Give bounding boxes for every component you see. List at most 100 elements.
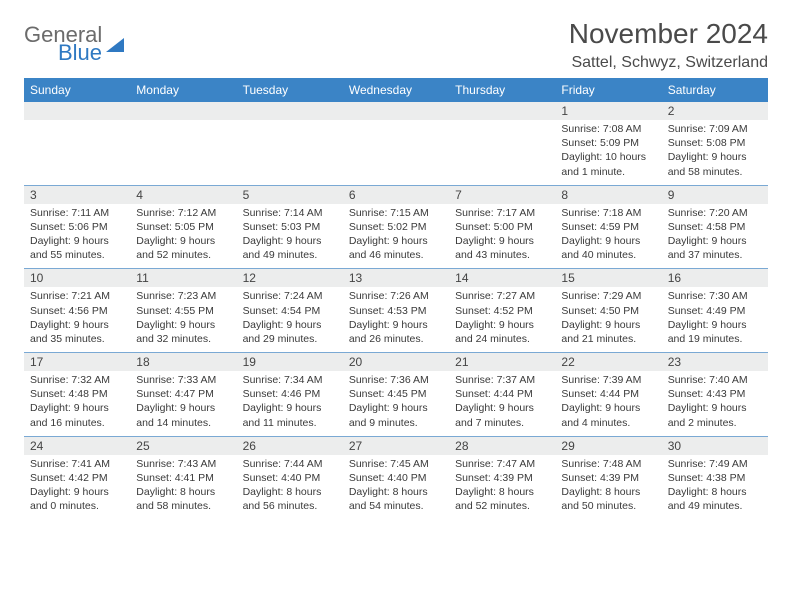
week-block: 3456789Sunrise: 7:11 AMSunset: 5:06 PMDa… bbox=[24, 185, 768, 269]
day-number: 13 bbox=[343, 269, 449, 287]
day-detail-line: Sunrise: 7:17 AM bbox=[455, 206, 549, 220]
day-detail-line: Sunset: 4:41 PM bbox=[136, 471, 230, 485]
day-detail-line: Sunrise: 7:43 AM bbox=[136, 457, 230, 471]
day-detail-line: and 55 minutes. bbox=[30, 248, 124, 262]
day-detail-line: and 1 minute. bbox=[561, 165, 655, 179]
day-number: 16 bbox=[662, 269, 768, 287]
day-detail-line: Sunset: 4:46 PM bbox=[243, 387, 337, 401]
day-detail-line: Daylight: 9 hours bbox=[561, 401, 655, 415]
day-detail-line: Sunrise: 7:14 AM bbox=[243, 206, 337, 220]
day-detail-line: Daylight: 9 hours bbox=[243, 401, 337, 415]
location-label: Sattel, Schwyz, Switzerland bbox=[569, 54, 768, 72]
day-detail-line: Sunset: 4:50 PM bbox=[561, 304, 655, 318]
day-detail-line: Daylight: 9 hours bbox=[30, 318, 124, 332]
day-number: 8 bbox=[555, 186, 661, 204]
day-detail-line: Sunrise: 7:44 AM bbox=[243, 457, 337, 471]
day-number: 23 bbox=[662, 353, 768, 371]
day-detail-line: Daylight: 9 hours bbox=[455, 318, 549, 332]
day-number: 27 bbox=[343, 437, 449, 455]
day-cell: Sunrise: 7:15 AMSunset: 5:02 PMDaylight:… bbox=[343, 204, 449, 269]
day-cell: Sunrise: 7:39 AMSunset: 4:44 PMDaylight:… bbox=[555, 371, 661, 436]
day-detail-line: Daylight: 9 hours bbox=[668, 234, 762, 248]
day-detail-line: Daylight: 8 hours bbox=[136, 485, 230, 499]
day-detail-line: Sunrise: 7:39 AM bbox=[561, 373, 655, 387]
day-detail-line: Sunset: 4:43 PM bbox=[668, 387, 762, 401]
day-detail-line: and 9 minutes. bbox=[349, 416, 443, 430]
title-block: November 2024 Sattel, Schwyz, Switzerlan… bbox=[569, 18, 768, 72]
weeks-container: 12Sunrise: 7:08 AMSunset: 5:09 PMDayligh… bbox=[24, 102, 768, 519]
day-cell: Sunrise: 7:32 AMSunset: 4:48 PMDaylight:… bbox=[24, 371, 130, 436]
day-detail-line: Daylight: 9 hours bbox=[349, 318, 443, 332]
week-row: Sunrise: 7:32 AMSunset: 4:48 PMDaylight:… bbox=[24, 371, 768, 436]
day-detail-line: and 49 minutes. bbox=[243, 248, 337, 262]
day-detail-line: Daylight: 9 hours bbox=[30, 234, 124, 248]
day-detail-line: Daylight: 9 hours bbox=[455, 401, 549, 415]
day-detail-line: Sunrise: 7:09 AM bbox=[668, 122, 762, 136]
weekday-header: Wednesday bbox=[343, 79, 449, 102]
day-cell: Sunrise: 7:33 AMSunset: 4:47 PMDaylight:… bbox=[130, 371, 236, 436]
day-detail-line: Sunrise: 7:29 AM bbox=[561, 289, 655, 303]
day-detail-line: Sunset: 4:55 PM bbox=[136, 304, 230, 318]
day-number: 17 bbox=[24, 353, 130, 371]
day-detail-line: Sunrise: 7:49 AM bbox=[668, 457, 762, 471]
day-detail-line: Daylight: 9 hours bbox=[561, 318, 655, 332]
day-detail-line: Sunrise: 7:24 AM bbox=[243, 289, 337, 303]
day-detail-line: Daylight: 9 hours bbox=[30, 485, 124, 499]
day-detail-line: Sunrise: 7:47 AM bbox=[455, 457, 549, 471]
weekday-header: Friday bbox=[555, 79, 661, 102]
day-number: 19 bbox=[237, 353, 343, 371]
day-cell bbox=[449, 120, 555, 185]
day-number: 6 bbox=[343, 186, 449, 204]
day-cell bbox=[130, 120, 236, 185]
day-cell: Sunrise: 7:34 AMSunset: 4:46 PMDaylight:… bbox=[237, 371, 343, 436]
day-cell: Sunrise: 7:14 AMSunset: 5:03 PMDaylight:… bbox=[237, 204, 343, 269]
day-cell: Sunrise: 7:24 AMSunset: 4:54 PMDaylight:… bbox=[237, 287, 343, 352]
day-number bbox=[24, 102, 130, 120]
page: General Blue November 2024 Sattel, Schwy… bbox=[0, 0, 792, 539]
day-detail-line: Sunset: 4:44 PM bbox=[455, 387, 549, 401]
day-detail-line: Sunrise: 7:11 AM bbox=[30, 206, 124, 220]
day-detail-line: and 21 minutes. bbox=[561, 332, 655, 346]
day-detail-line: Sunrise: 7:27 AM bbox=[455, 289, 549, 303]
day-detail-line: and 7 minutes. bbox=[455, 416, 549, 430]
day-number: 4 bbox=[130, 186, 236, 204]
day-detail-line: Sunrise: 7:36 AM bbox=[349, 373, 443, 387]
day-number: 22 bbox=[555, 353, 661, 371]
day-number: 2 bbox=[662, 102, 768, 120]
day-detail-line: Sunset: 4:47 PM bbox=[136, 387, 230, 401]
day-cell: Sunrise: 7:36 AMSunset: 4:45 PMDaylight:… bbox=[343, 371, 449, 436]
day-cell: Sunrise: 7:17 AMSunset: 5:00 PMDaylight:… bbox=[449, 204, 555, 269]
day-number-row: 17181920212223 bbox=[24, 353, 768, 371]
day-detail-line: and 43 minutes. bbox=[455, 248, 549, 262]
day-detail-line: and 35 minutes. bbox=[30, 332, 124, 346]
day-detail-line: and 11 minutes. bbox=[243, 416, 337, 430]
day-detail-line: and 24 minutes. bbox=[455, 332, 549, 346]
day-detail-line: Sunset: 5:09 PM bbox=[561, 136, 655, 150]
day-detail-line: Daylight: 8 hours bbox=[243, 485, 337, 499]
day-cell: Sunrise: 7:48 AMSunset: 4:39 PMDaylight:… bbox=[555, 455, 661, 520]
week-row: Sunrise: 7:11 AMSunset: 5:06 PMDaylight:… bbox=[24, 204, 768, 269]
day-number: 30 bbox=[662, 437, 768, 455]
day-number: 5 bbox=[237, 186, 343, 204]
day-number-row: 3456789 bbox=[24, 186, 768, 204]
week-row: Sunrise: 7:08 AMSunset: 5:09 PMDaylight:… bbox=[24, 120, 768, 185]
day-detail-line: Sunset: 4:44 PM bbox=[561, 387, 655, 401]
day-detail-line: Sunrise: 7:08 AM bbox=[561, 122, 655, 136]
day-number: 10 bbox=[24, 269, 130, 287]
day-cell: Sunrise: 7:08 AMSunset: 5:09 PMDaylight:… bbox=[555, 120, 661, 185]
day-detail-line: and 54 minutes. bbox=[349, 499, 443, 513]
day-detail-line: Sunrise: 7:23 AM bbox=[136, 289, 230, 303]
day-detail-line: Sunset: 4:45 PM bbox=[349, 387, 443, 401]
day-cell: Sunrise: 7:41 AMSunset: 4:42 PMDaylight:… bbox=[24, 455, 130, 520]
day-cell: Sunrise: 7:21 AMSunset: 4:56 PMDaylight:… bbox=[24, 287, 130, 352]
day-detail-line: Sunset: 4:49 PM bbox=[668, 304, 762, 318]
day-number: 14 bbox=[449, 269, 555, 287]
day-detail-line: and 58 minutes. bbox=[136, 499, 230, 513]
day-detail-line: and 37 minutes. bbox=[668, 248, 762, 262]
day-cell: Sunrise: 7:44 AMSunset: 4:40 PMDaylight:… bbox=[237, 455, 343, 520]
day-detail-line: Daylight: 10 hours bbox=[561, 150, 655, 164]
day-detail-line: and 52 minutes. bbox=[455, 499, 549, 513]
day-detail-line: Sunset: 4:52 PM bbox=[455, 304, 549, 318]
day-detail-line: Sunset: 4:56 PM bbox=[30, 304, 124, 318]
day-cell: Sunrise: 7:45 AMSunset: 4:40 PMDaylight:… bbox=[343, 455, 449, 520]
